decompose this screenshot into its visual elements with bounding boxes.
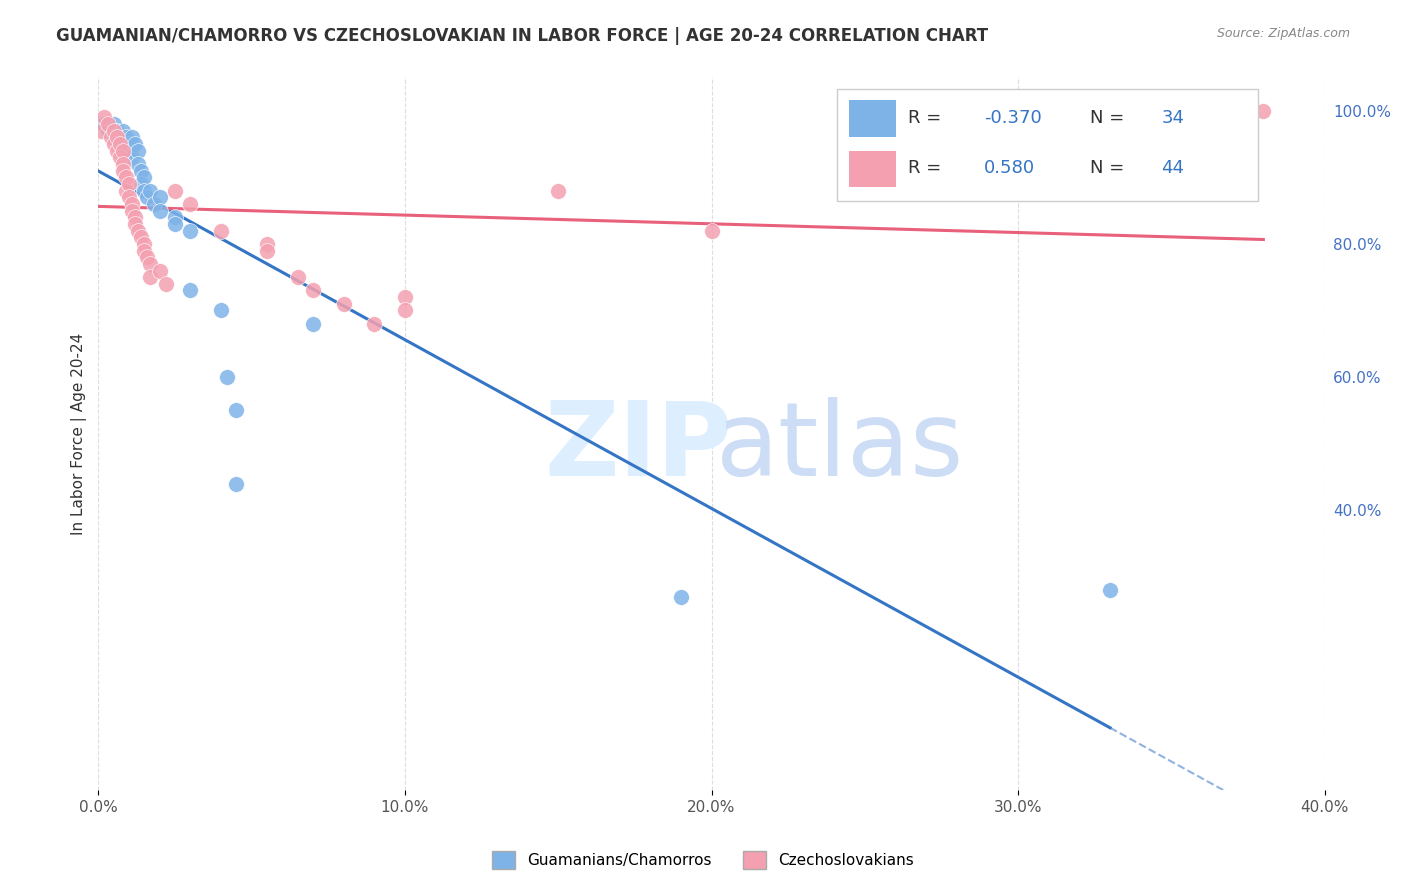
Point: [103, 136, 125, 151]
Point: [129, 163, 152, 178]
Y-axis label: In Labor Force | Age 20-24: In Labor Force | Age 20-24: [72, 333, 87, 535]
Point: [115, 170, 138, 185]
Point: [96, 117, 118, 131]
Text: R =: R =: [908, 160, 953, 178]
Point: [332, 297, 354, 311]
Point: [105, 124, 128, 138]
Point: [121, 203, 143, 218]
Text: Source: ZipAtlas.com: Source: ZipAtlas.com: [1216, 27, 1350, 40]
Point: [115, 130, 138, 145]
Point: [363, 317, 385, 331]
Point: [302, 317, 325, 331]
Point: [225, 403, 247, 417]
Point: [111, 124, 134, 138]
Point: [105, 144, 128, 158]
Point: [127, 157, 149, 171]
Text: ZIP: ZIP: [544, 398, 733, 499]
Point: [96, 124, 118, 138]
FancyBboxPatch shape: [849, 151, 896, 187]
Point: [121, 130, 143, 145]
Point: [124, 217, 146, 231]
Point: [669, 590, 692, 604]
Legend: Guamanians/Chamorros, Czechoslovakians: Guamanians/Chamorros, Czechoslovakians: [486, 845, 920, 875]
Point: [287, 270, 309, 285]
Point: [163, 184, 186, 198]
Point: [302, 284, 325, 298]
Point: [136, 250, 159, 264]
Point: [256, 236, 278, 251]
Point: [93, 111, 115, 125]
Point: [129, 177, 152, 191]
Point: [90, 124, 112, 138]
Point: [127, 223, 149, 237]
Point: [179, 223, 201, 237]
Point: [1253, 103, 1275, 118]
Point: [394, 303, 416, 318]
Point: [108, 130, 131, 145]
Point: [124, 136, 146, 151]
Point: [1099, 583, 1122, 598]
Point: [93, 117, 115, 131]
Point: [163, 211, 186, 225]
Point: [149, 203, 172, 218]
Point: [149, 190, 172, 204]
Point: [111, 157, 134, 171]
Text: GUAMANIAN/CHAMORRO VS CZECHOSLOVAKIAN IN LABOR FORCE | AGE 20-24 CORRELATION CHA: GUAMANIAN/CHAMORRO VS CZECHOSLOVAKIAN IN…: [56, 27, 988, 45]
Point: [217, 370, 239, 384]
Point: [700, 223, 723, 237]
Point: [256, 244, 278, 258]
Point: [139, 270, 162, 285]
Point: [225, 476, 247, 491]
Point: [134, 244, 156, 258]
Point: [111, 163, 134, 178]
Point: [105, 130, 128, 145]
Point: [209, 303, 232, 318]
Point: [209, 223, 232, 237]
Point: [134, 184, 156, 198]
Point: [136, 190, 159, 204]
Text: 34: 34: [1161, 109, 1184, 128]
Point: [127, 144, 149, 158]
Point: [118, 177, 141, 191]
Point: [163, 217, 186, 231]
Text: N =: N =: [1090, 160, 1129, 178]
Point: [103, 124, 125, 138]
Point: [134, 170, 156, 185]
Point: [111, 144, 134, 158]
Point: [118, 144, 141, 158]
Text: 44: 44: [1161, 160, 1184, 178]
Point: [108, 150, 131, 164]
Text: R =: R =: [908, 109, 948, 128]
FancyBboxPatch shape: [849, 100, 896, 137]
Point: [547, 184, 569, 198]
Point: [100, 130, 122, 145]
Point: [121, 197, 143, 211]
Point: [134, 236, 156, 251]
Text: 0.580: 0.580: [984, 160, 1035, 178]
Point: [155, 277, 177, 291]
Text: N =: N =: [1090, 109, 1129, 128]
Point: [179, 284, 201, 298]
Point: [179, 197, 201, 211]
Point: [124, 211, 146, 225]
Point: [121, 150, 143, 164]
Point: [118, 190, 141, 204]
Point: [139, 184, 162, 198]
Point: [115, 184, 138, 198]
Text: atlas: atlas: [716, 398, 965, 499]
Point: [149, 263, 172, 277]
Point: [103, 117, 125, 131]
Point: [129, 230, 152, 244]
Text: -0.370: -0.370: [984, 109, 1042, 128]
Point: [139, 257, 162, 271]
Point: [118, 136, 141, 151]
FancyBboxPatch shape: [837, 89, 1258, 201]
Point: [142, 197, 165, 211]
Point: [394, 290, 416, 304]
Point: [108, 136, 131, 151]
